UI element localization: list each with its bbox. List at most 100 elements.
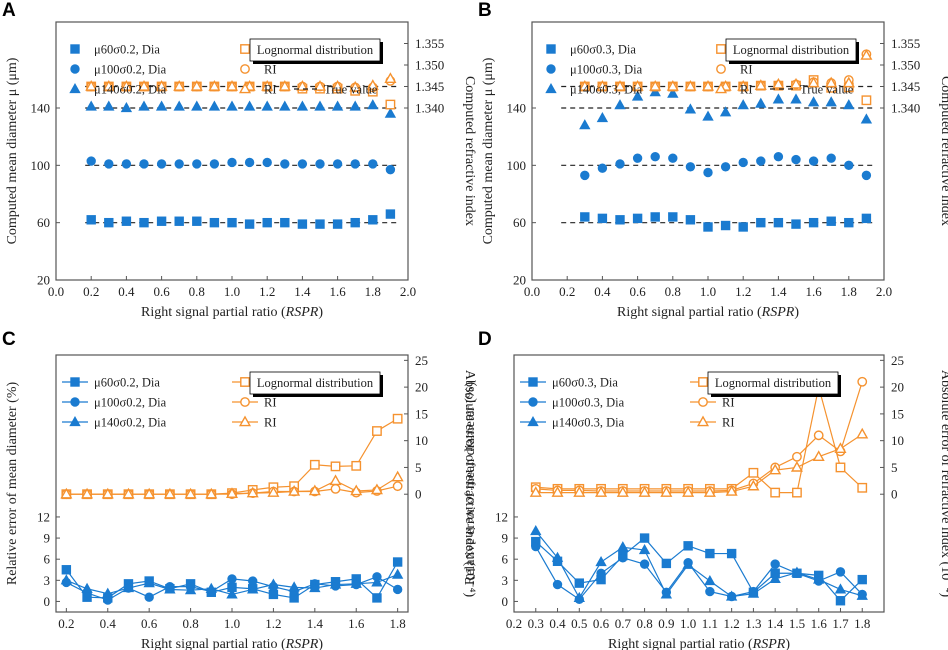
data-point [790, 93, 802, 104]
y2-tick-label: 0 [415, 487, 422, 502]
data-point [192, 216, 202, 226]
data-point [313, 80, 327, 91]
data-point [573, 591, 585, 602]
data-point [747, 587, 760, 598]
data-point [85, 100, 97, 111]
data-point [773, 217, 784, 228]
data-point [835, 462, 846, 473]
data-point [102, 80, 115, 91]
legend-label: RI [722, 396, 735, 410]
legend-label: μ60σ0.3, Dia [570, 43, 636, 57]
data-point [597, 163, 608, 173]
data-point [350, 577, 362, 588]
data-point [225, 80, 239, 91]
data-point [552, 579, 563, 590]
data-point [684, 80, 697, 91]
data-point [835, 567, 846, 577]
data-point [262, 217, 272, 228]
data-point [812, 450, 825, 461]
x-tick-label: 0.5 [571, 616, 587, 631]
legend-marker [69, 415, 81, 427]
y2-tick-label: 1.345 [415, 79, 444, 94]
data-point [227, 574, 237, 584]
data-point [296, 100, 309, 111]
data-point [791, 219, 801, 229]
data-point [748, 467, 759, 478]
data-point [667, 87, 679, 98]
data-point [789, 77, 803, 89]
y-axis-label: Computed mean diameter μ (μm) [481, 57, 496, 244]
data-point [315, 219, 325, 229]
x-axis-label-text: Right signal partial ratio ( [617, 305, 762, 320]
legend: μ60σ0.3, Dia RI μ100σ0.3, Dia RI μ140σ0.3, D… [545, 43, 854, 97]
data-point [844, 160, 854, 171]
data-point [331, 80, 344, 91]
x-tick-label: 1.2 [735, 284, 751, 299]
legend-marker [238, 415, 252, 427]
legend-true-label: True value [800, 83, 854, 97]
data-point [861, 95, 872, 106]
data-point [262, 157, 272, 168]
x-tick-label: 0.8 [189, 284, 205, 299]
plot-area [529, 376, 869, 606]
x-tick-label: 1.0 [224, 284, 240, 299]
data-point [703, 167, 713, 178]
series-6 [60, 470, 404, 499]
legend-label: RI [264, 396, 277, 410]
y-tick-label: 60 [513, 215, 526, 230]
data-point [614, 99, 626, 110]
panel-B: B 0.0 0.2 0.4 0.6 0.8 1.0 1.2 1.4 1.6 1.8 2.0 20 60 10… [478, 0, 948, 320]
data-point [384, 107, 397, 118]
data-point [551, 551, 564, 562]
x-axis-label-text: Right signal partial ratio ( [608, 637, 753, 650]
x-tick-label: 2.0 [400, 284, 416, 299]
data-point [756, 217, 766, 228]
data-point [208, 100, 221, 111]
data-point [705, 548, 715, 559]
data-point [267, 578, 280, 589]
data-point [350, 217, 360, 228]
legend: μ60σ0.2, Dia RI μ100σ0.2, Dia RI μ140σ0.2, D… [62, 376, 277, 430]
legend-label: μ60σ0.2, Dia [94, 43, 160, 57]
data-point [288, 485, 301, 496]
data-point [668, 212, 678, 222]
data-point [190, 80, 203, 91]
plot-area [561, 49, 873, 232]
y-tick-label: 0 [502, 594, 509, 609]
data-point [726, 548, 737, 559]
plot-frame [513, 354, 885, 613]
y-axis-label: Computed mean diameter μ (μm) [5, 57, 20, 244]
data-point [297, 159, 308, 169]
x-tick-label: 0.2 [506, 616, 522, 631]
legend-marker [240, 64, 250, 74]
data-point [807, 96, 820, 107]
x-axis-label: Right signal partial ratio (RSPR) [141, 305, 323, 320]
data-point [615, 215, 625, 225]
data-point [650, 212, 660, 222]
data-point [747, 479, 760, 491]
data-point [704, 574, 716, 586]
data-point [205, 582, 217, 593]
data-point [227, 217, 237, 228]
data-point [205, 487, 218, 499]
data-point [243, 100, 256, 111]
y2-axis-label: Absolute error of refractive index (10⁻⁴… [462, 370, 477, 598]
y-tick-label: 3 [502, 573, 509, 588]
data-point [660, 486, 673, 497]
data-point [720, 162, 731, 172]
y-tick-label: 3 [44, 573, 51, 588]
data-point [143, 577, 155, 588]
y-tick-label: 20 [37, 273, 50, 288]
legend-label: μ100σ0.3, Dia [552, 396, 625, 410]
legend-marker [70, 44, 80, 54]
data-point [331, 100, 344, 111]
legend-marker [238, 82, 252, 94]
data-point [81, 487, 94, 499]
data-point [737, 99, 749, 110]
data-point [703, 486, 716, 497]
data-point [834, 442, 847, 453]
legend-marker [240, 44, 250, 54]
data-point [595, 555, 607, 567]
data-point [857, 376, 868, 387]
data-point [385, 209, 396, 219]
